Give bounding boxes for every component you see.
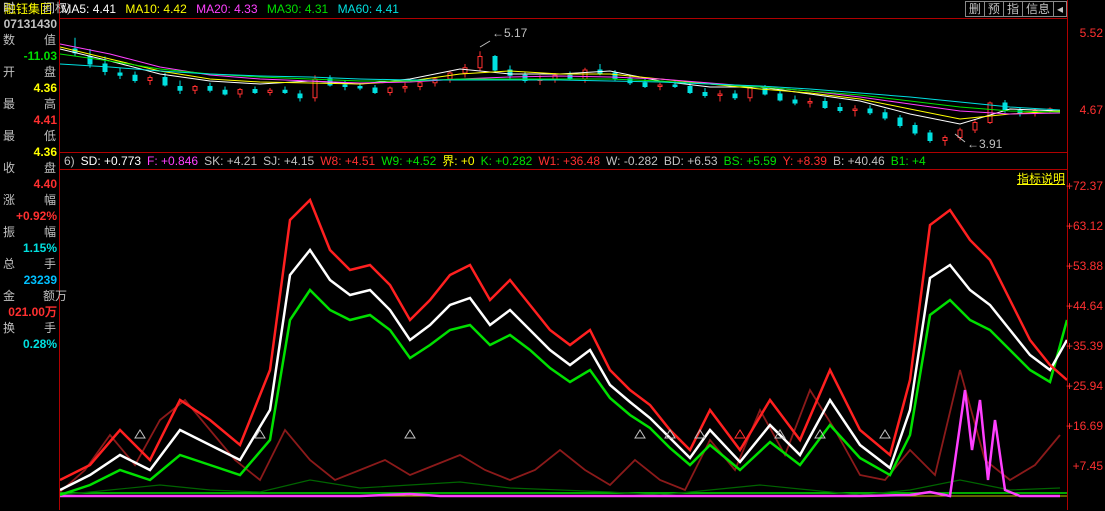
sidebar-row: 最高 <box>0 96 59 112</box>
indicator-tick: +35.39 <box>1066 339 1103 353</box>
ma30-label: MA30: 4.31 <box>267 2 328 16</box>
ma20-label: MA20: 4.33 <box>196 2 257 16</box>
indicator-svg <box>60 170 1067 511</box>
svg-text:←5.17: ←5.17 <box>492 26 528 40</box>
indicator-tick: +25.94 <box>1066 379 1103 393</box>
indicator-value: SK: +4.21 <box>204 154 257 168</box>
sidebar-row: 金额万 <box>0 288 59 304</box>
indicator-tick: +7.45 <box>1073 459 1103 473</box>
indicator-value: BS: +5.59 <box>724 154 777 168</box>
indicator-chart[interactable]: 指标说明 <box>60 169 1067 510</box>
indicator-value: 界: +0 <box>442 154 474 168</box>
indicator-value: W: -0.282 <box>606 154 658 168</box>
indicator-value: B1: +4 <box>891 154 926 168</box>
top-button[interactable]: 指 <box>1003 1 1023 17</box>
left-sidebar: 时间权)07131430数值-11.03开盘4.36最高4.41最低4.36收盘… <box>0 0 60 510</box>
indicator-tick: +53.88 <box>1066 259 1103 273</box>
sidebar-row: 总手 <box>0 256 59 272</box>
indicator-value: 6) <box>64 154 75 168</box>
ma10-label: MA10: 4.42 <box>125 2 186 16</box>
sidebar-row: 021.00万 <box>0 304 59 320</box>
indicator-value: BD: +6.53 <box>664 154 718 168</box>
sidebar-row: 23239 <box>0 272 59 288</box>
ma60-label: MA60: 4.41 <box>338 2 399 16</box>
top-button[interactable]: 删 <box>965 1 985 17</box>
indicator-value: W8: +4.51 <box>320 154 375 168</box>
indicator-value: F: +0.846 <box>147 154 198 168</box>
svg-text:←3.91: ←3.91 <box>967 137 1003 151</box>
sidebar-row: 07131430 <box>0 16 59 32</box>
sidebar-row: 数值 <box>0 32 59 48</box>
indicator-tick: +72.37 <box>1066 179 1103 193</box>
sidebar-row: 4.36 <box>0 80 59 96</box>
sidebar-row: 1.15% <box>0 240 59 256</box>
sidebar-row: 时间权) <box>0 0 59 16</box>
sidebar-row: 4.41 <box>0 112 59 128</box>
indicator-legend-bar: 6) SD: +0.773 F: +0.846 SK: +4.21 SJ: +4.15 W… <box>60 153 1067 169</box>
collapse-icon[interactable]: ◂ <box>1053 1 1067 17</box>
ma-legend-bar: 融钰集团 MA5: 4.41 MA10: 4.42 MA20: 4.33 MA3… <box>0 0 1105 18</box>
indicator-value: Y: +8.39 <box>783 154 827 168</box>
sidebar-row: 最低 <box>0 128 59 144</box>
indicator-tick: +16.69 <box>1066 419 1103 433</box>
indicator-tick: +63.12 <box>1066 219 1103 233</box>
sidebar-row: 开盘 <box>0 64 59 80</box>
indicator-value: SJ: +4.15 <box>263 154 314 168</box>
top-button-group: 删预指信息◂ <box>966 0 1067 18</box>
candlestick-svg: ←5.17 ←3.91 <box>60 19 1067 154</box>
top-button[interactable]: 信息 <box>1022 1 1054 17</box>
sidebar-row: 换手 <box>0 320 59 336</box>
indicator-tick: +44.64 <box>1066 299 1103 313</box>
indicator-value: W9: +4.52 <box>381 154 436 168</box>
sidebar-row: 振幅 <box>0 224 59 240</box>
sidebar-row: +0.92% <box>0 208 59 224</box>
sidebar-row: 收盘 <box>0 160 59 176</box>
sidebar-row: -11.03 <box>0 48 59 64</box>
indicator-value: B: +40.46 <box>833 154 885 168</box>
sidebar-row: 4.40 <box>0 176 59 192</box>
sidebar-row: 涨幅 <box>0 192 59 208</box>
indicator-help-link[interactable]: 指标说明 <box>1017 170 1065 187</box>
indicator-value: W1: +36.48 <box>538 154 600 168</box>
indicator-value: K: +0.282 <box>481 154 533 168</box>
sidebar-row: 0.28% <box>0 336 59 352</box>
sidebar-row: 4.36 <box>0 144 59 160</box>
candlestick-chart[interactable]: ←5.17 ←3.91 <box>60 18 1067 153</box>
indicator-value: SD: +0.773 <box>81 154 141 168</box>
right-axis: 5.524.67+72.37+63.12+53.88+44.64+35.39+2… <box>1067 0 1105 510</box>
top-button[interactable]: 预 <box>984 1 1004 17</box>
